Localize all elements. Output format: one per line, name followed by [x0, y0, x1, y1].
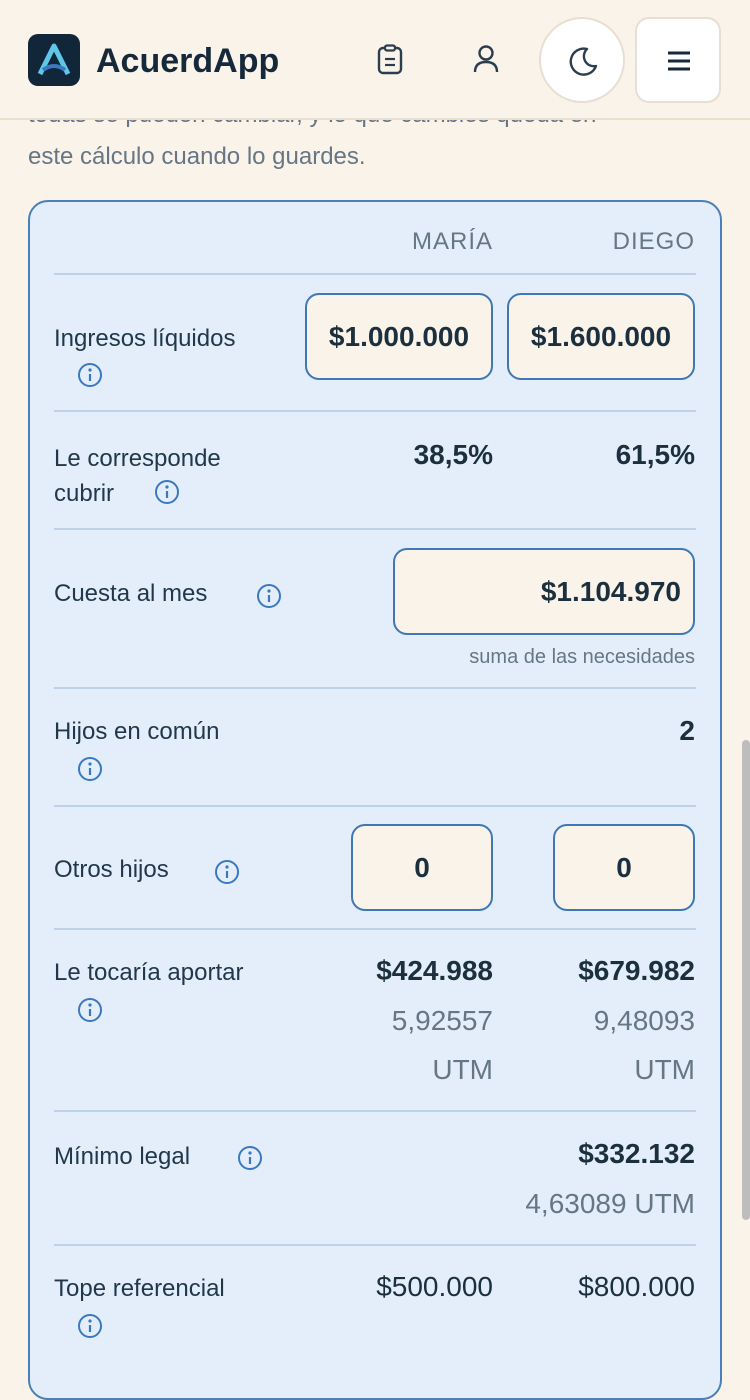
brand[interactable]: AcuerdApp — [96, 42, 280, 80]
header: AcuerdApp — [0, 0, 750, 120]
unit: UTM — [634, 1054, 695, 1085]
note: suma de las necesidades — [469, 646, 695, 668]
note: 4,63089 UTM — [525, 1188, 695, 1219]
info-icon[interactable] — [77, 1313, 103, 1339]
share-value: 61,5% — [615, 439, 695, 470]
menu-button[interactable] — [635, 17, 721, 103]
row-label: Hijos en común — [54, 718, 220, 745]
info-icon[interactable] — [214, 859, 240, 885]
logo[interactable] — [28, 34, 80, 86]
intro-line: este cálculo cuando lo guardes. — [28, 143, 366, 170]
info-icon[interactable] — [237, 1145, 263, 1171]
separator — [54, 528, 696, 530]
user-icon[interactable] — [472, 44, 500, 74]
value: $332.132 — [578, 1138, 695, 1169]
children-input[interactable]: 0 — [553, 824, 695, 911]
card — [28, 200, 722, 1400]
utm: 9,48093 — [593, 1005, 695, 1036]
row-label: Otros hijos — [54, 856, 169, 883]
column-header: MARÍA — [411, 228, 493, 255]
share-value: 38,5% — [413, 439, 493, 470]
scrollbar[interactable] — [742, 740, 750, 1220]
row-label: Le tocaría aportar — [54, 959, 244, 986]
info-icon[interactable] — [77, 997, 103, 1023]
cost-input[interactable]: $1.104.970 — [393, 548, 695, 635]
amount: $424.988 — [376, 955, 493, 986]
row-label: Ingresos líquidos — [54, 325, 236, 352]
separator — [54, 1110, 696, 1112]
separator — [54, 928, 696, 930]
cap-value: $500.000 — [376, 1271, 493, 1302]
separator — [54, 273, 696, 275]
info-icon[interactable] — [154, 479, 180, 505]
info-icon[interactable] — [77, 362, 103, 388]
children-input[interactable]: 0 — [351, 824, 493, 911]
separator — [54, 1244, 696, 1246]
income-input[interactable]: $1.600.000 — [507, 293, 695, 380]
income-input[interactable]: $1.000.000 — [305, 293, 493, 380]
info-icon[interactable] — [77, 756, 103, 782]
separator — [54, 687, 696, 689]
unit: UTM — [432, 1054, 493, 1085]
info-icon[interactable] — [256, 583, 282, 609]
theme-button[interactable] — [539, 17, 625, 103]
row-label: Le corresponde cubrir — [54, 445, 221, 507]
clipboard-icon[interactable] — [376, 44, 404, 76]
amount: $679.982 — [578, 955, 695, 986]
value: 2 — [679, 715, 695, 746]
row-label: Mínimo legal — [54, 1143, 191, 1170]
row-label: Cuesta al mes — [54, 580, 208, 607]
column-header: DIEGO — [612, 228, 695, 255]
cap-value: $800.000 — [578, 1271, 695, 1302]
separator — [54, 410, 696, 412]
utm: 5,92557 — [391, 1005, 493, 1036]
separator — [54, 805, 696, 807]
row-label: Tope referencial — [54, 1275, 225, 1302]
